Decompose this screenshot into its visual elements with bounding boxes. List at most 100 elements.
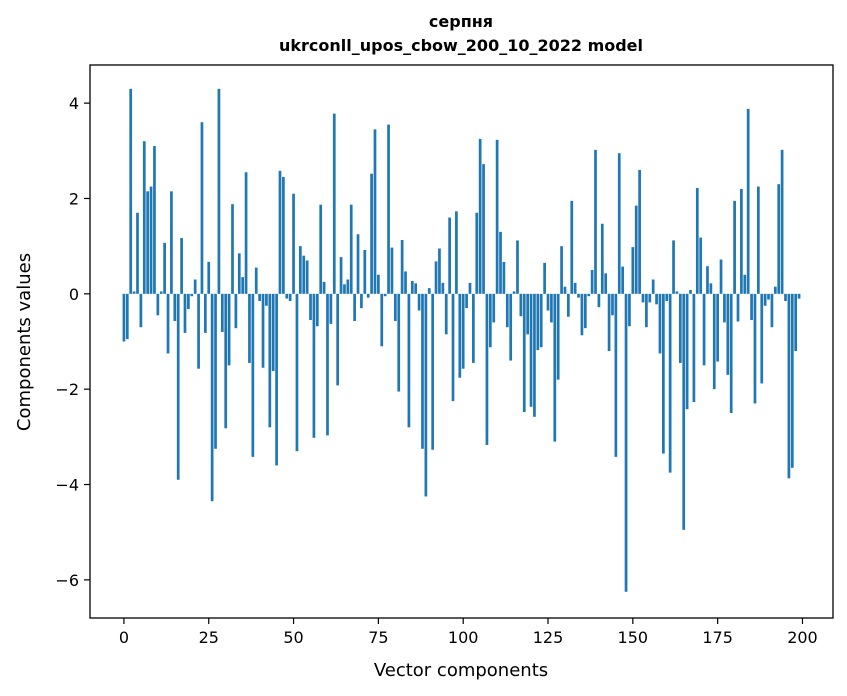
- bar: [275, 293, 278, 466]
- bar: [319, 204, 323, 294]
- bar: [370, 173, 373, 294]
- bar: [509, 293, 513, 361]
- bar: [424, 293, 428, 497]
- bar: [356, 234, 360, 294]
- plot-frame: [89, 64, 834, 619]
- bar: [146, 191, 150, 294]
- bar: [685, 293, 689, 410]
- bar: [258, 293, 261, 301]
- bar: [451, 293, 455, 402]
- bar: [244, 172, 248, 294]
- bar: [438, 248, 441, 294]
- bar: [220, 293, 224, 332]
- bar: [567, 293, 570, 317]
- bar: [784, 293, 787, 301]
- bar: [583, 293, 587, 329]
- bar: [180, 238, 183, 294]
- bar: [536, 293, 540, 351]
- bar: [278, 170, 282, 294]
- bar: [780, 149, 784, 294]
- bar: [634, 205, 638, 294]
- bar: [336, 293, 340, 386]
- bar: [170, 191, 173, 294]
- bar: [702, 293, 706, 366]
- bar: [794, 293, 798, 352]
- bar: [787, 293, 791, 479]
- bar: [621, 266, 625, 294]
- bar: [560, 246, 563, 294]
- bar: [485, 293, 489, 445]
- bar: [441, 282, 445, 294]
- y-axis-label: Components values: [14, 253, 35, 431]
- bar: [651, 279, 655, 294]
- bar: [197, 293, 200, 369]
- bar: [254, 267, 258, 294]
- x-tick-label: 200: [787, 628, 818, 647]
- bar: [142, 141, 146, 294]
- x-tick-label: 0: [119, 628, 129, 647]
- bar: [753, 293, 757, 404]
- x-tick-label: 125: [533, 628, 564, 647]
- bar: [241, 277, 245, 294]
- bar: [678, 293, 682, 363]
- bar: [553, 293, 557, 442]
- bar: [455, 211, 458, 294]
- bar: [733, 200, 736, 294]
- bar: [390, 247, 394, 294]
- bar: [505, 293, 509, 328]
- bar: [322, 281, 326, 294]
- bar: [248, 293, 251, 363]
- bar: [193, 279, 197, 294]
- bar: [624, 293, 628, 592]
- y-tick-label: −2: [55, 380, 79, 399]
- bar: [349, 204, 353, 294]
- bar: [217, 88, 221, 294]
- bar: [719, 259, 723, 294]
- bar: [448, 217, 451, 294]
- bar: [295, 293, 299, 452]
- y-tick-label: −4: [55, 476, 79, 495]
- bar: [740, 188, 743, 294]
- bar: [706, 266, 709, 294]
- bar: [468, 282, 472, 294]
- bar: [139, 293, 143, 328]
- bar: [760, 293, 764, 384]
- bar: [200, 122, 204, 294]
- x-tick-label: 150: [618, 628, 649, 647]
- bar: [492, 293, 496, 323]
- bar: [614, 293, 618, 457]
- y-tick-label: −6: [55, 571, 79, 590]
- bar: [383, 293, 387, 297]
- bar: [611, 293, 614, 316]
- y-tick-label: 2: [69, 189, 79, 208]
- bar: [570, 200, 574, 294]
- bar: [729, 293, 733, 414]
- chart-title: серпня: [429, 12, 493, 31]
- bar: [207, 261, 211, 294]
- bar: [465, 293, 468, 309]
- bar: [628, 293, 631, 327]
- bar: [397, 293, 401, 392]
- bar: [488, 293, 492, 348]
- bar: [797, 293, 801, 299]
- bar: [726, 293, 730, 375]
- bar: [326, 293, 329, 436]
- bar: [495, 139, 499, 294]
- bar: [187, 293, 190, 310]
- bar: [305, 260, 309, 294]
- bar: [590, 269, 594, 294]
- bar: [689, 290, 692, 294]
- bar: [665, 293, 669, 301]
- bar: [332, 113, 336, 294]
- bar: [339, 257, 343, 294]
- bar: [231, 204, 234, 294]
- bar-series: [122, 88, 801, 592]
- bar: [607, 293, 611, 352]
- bar: [431, 293, 435, 450]
- bar: [292, 193, 295, 294]
- bar: [682, 293, 686, 530]
- bar: [380, 293, 384, 347]
- bar: [692, 293, 696, 403]
- bar: [156, 293, 160, 316]
- bar: [539, 293, 543, 348]
